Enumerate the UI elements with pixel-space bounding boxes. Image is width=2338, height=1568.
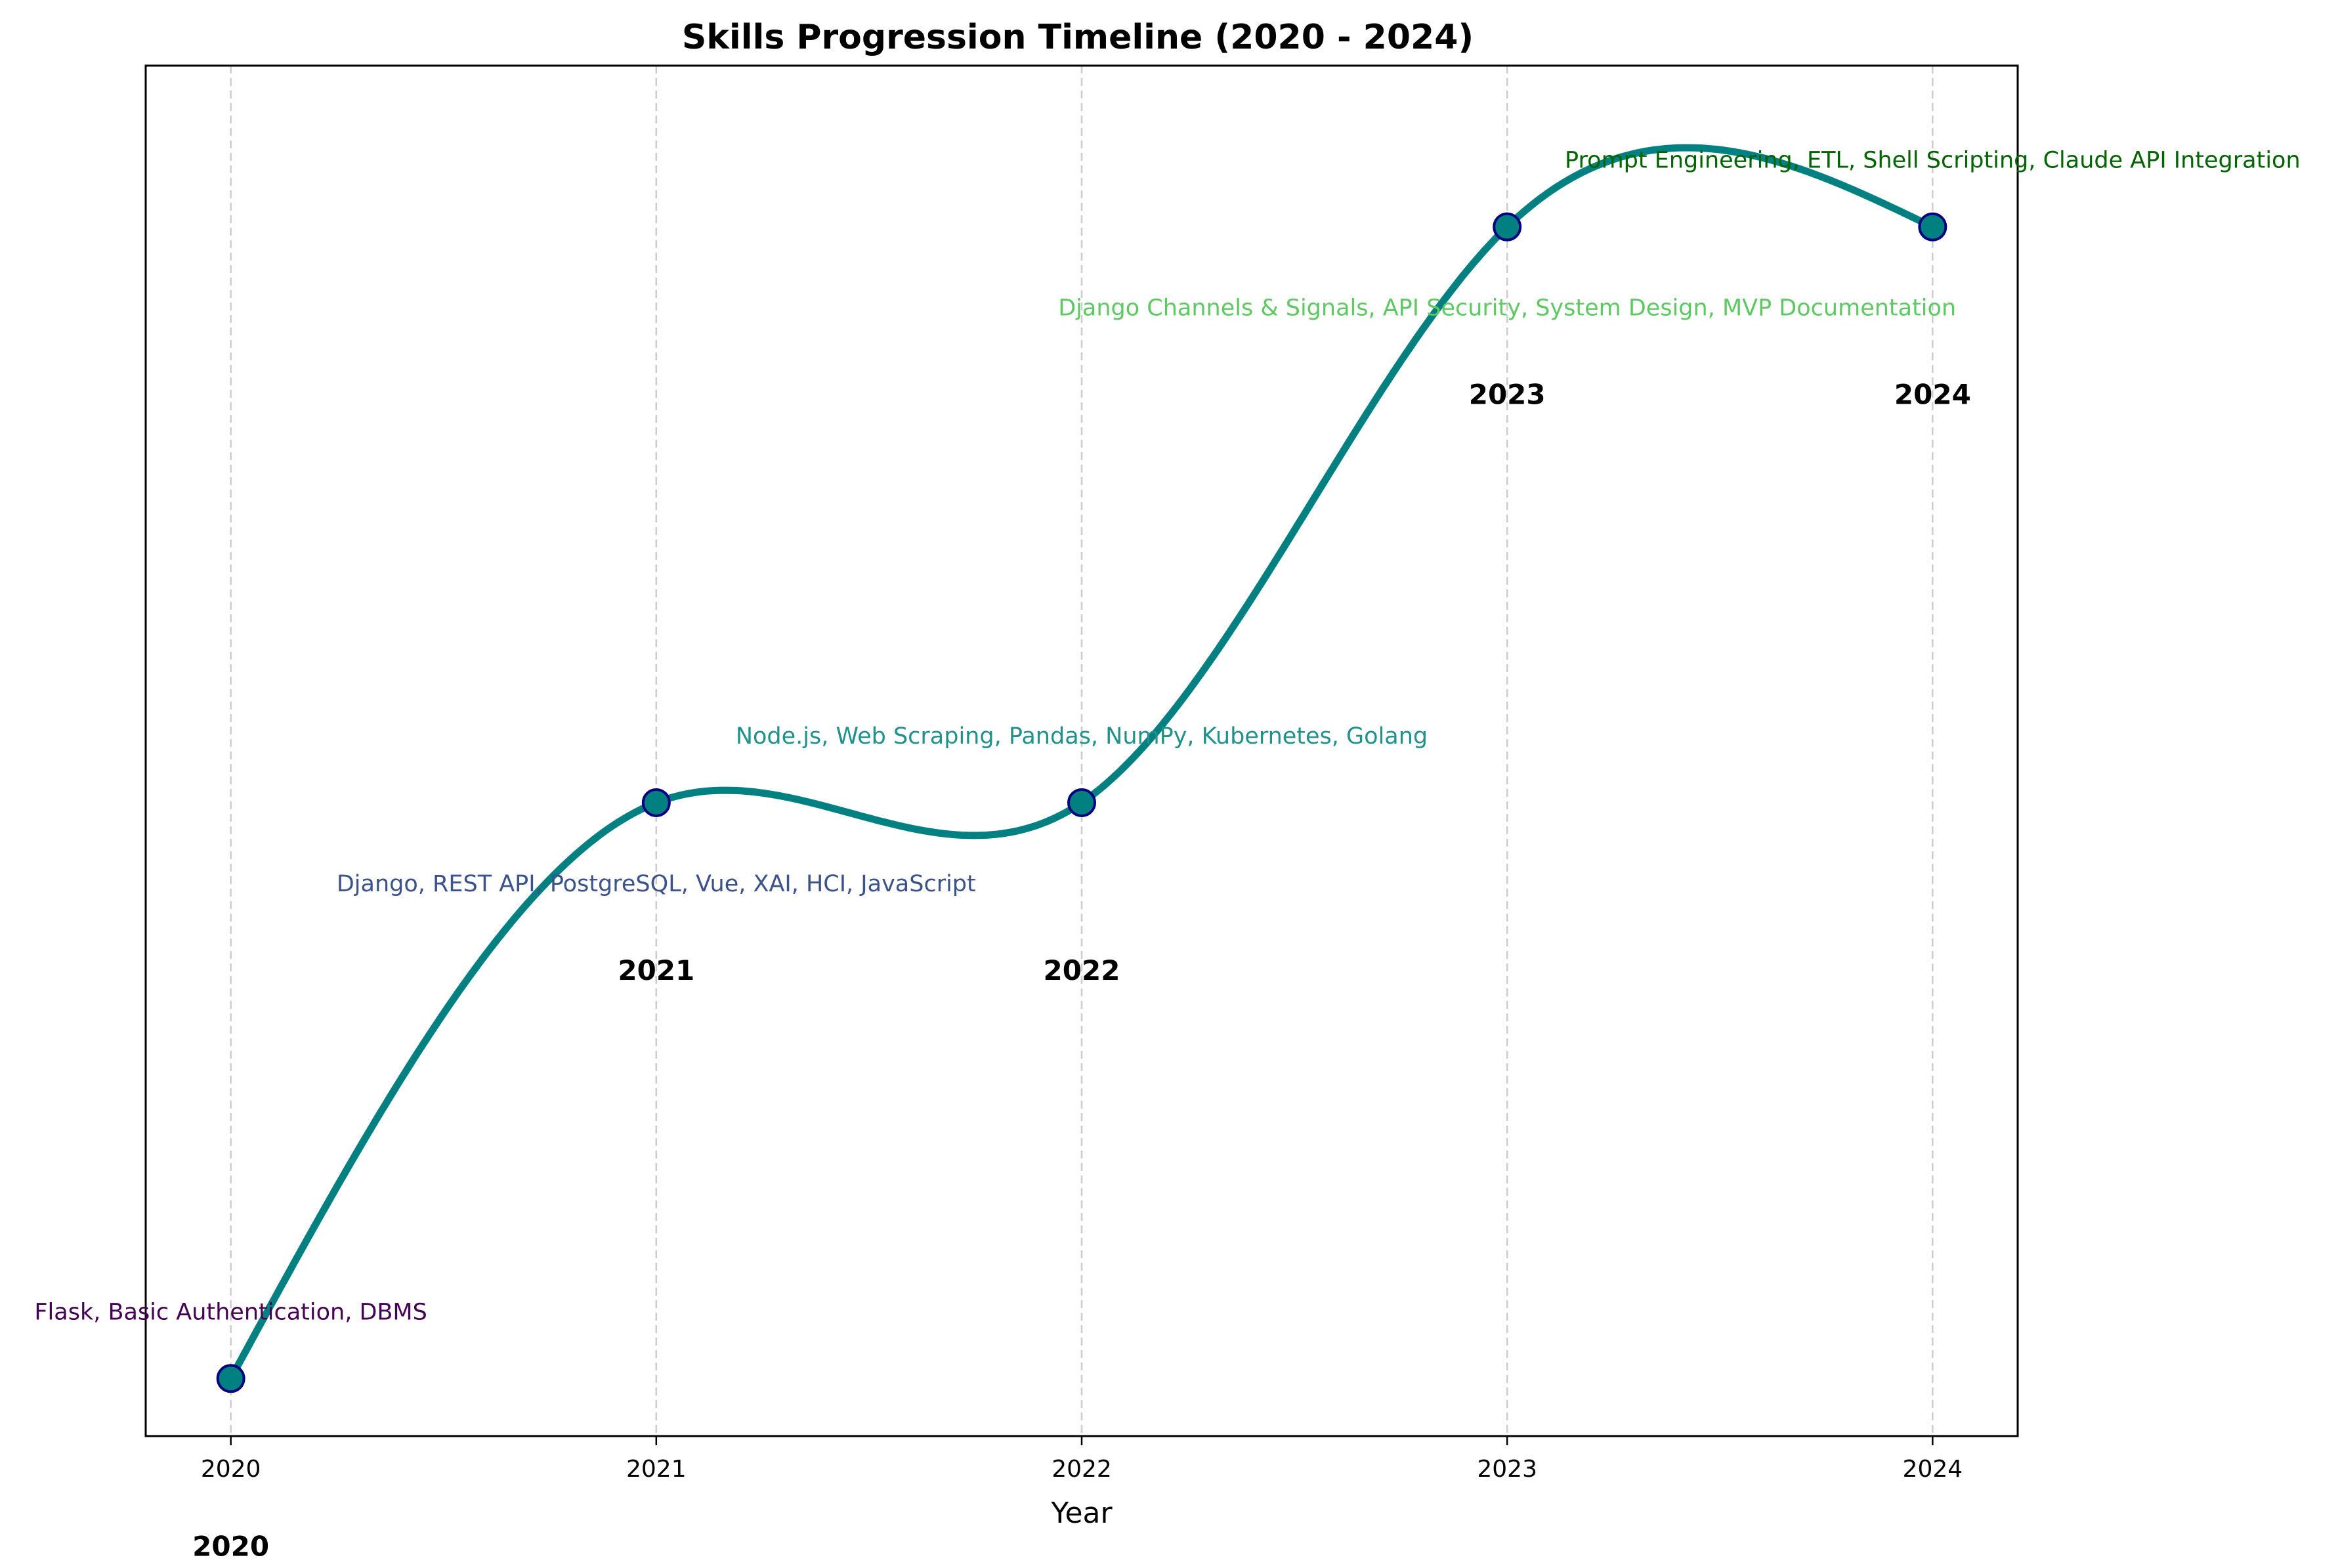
year-labels: 2020 2021 2022 2023 2024 [192, 379, 1971, 1563]
skill-annotations: Flask, Basic Authentication, DBMS Django,… [34, 148, 2300, 1326]
x-tick-label: 2021 [626, 1456, 687, 1483]
skill-annotation: Flask, Basic Authentication, DBMS [34, 1299, 427, 1325]
x-tick-label: 2022 [1052, 1456, 1112, 1483]
data-points [216, 212, 1947, 1393]
x-tick-label: 2020 [201, 1456, 261, 1483]
grid-lines [230, 66, 1934, 1436]
data-point-marker [1918, 212, 1947, 242]
skill-annotation: Node.js, Web Scraping, Pandas, NumPy, Ku… [736, 723, 1428, 750]
year-label: 2021 [618, 954, 694, 986]
year-label: 2022 [1044, 954, 1120, 986]
x-tick-label: 2024 [1903, 1456, 1963, 1483]
data-point-marker [216, 1364, 245, 1393]
data-point-marker [1067, 788, 1096, 817]
data-point-marker [1493, 212, 1522, 242]
skill-annotation: Django, REST API, PostgreSQL, Vue, XAI, … [337, 871, 976, 897]
year-label: 2020 [192, 1530, 269, 1562]
skill-annotation: Django Channels & Signals, API Security,… [1058, 295, 1956, 322]
x-axis-label: Year [1050, 1496, 1113, 1530]
year-label: 2023 [1469, 379, 1546, 411]
chart-title: Skills Progression Timeline (2020 - 2024… [682, 18, 1474, 57]
skill-annotation: Prompt Engineering, ETL, Shell Scripting… [1565, 148, 2301, 174]
year-label: 2024 [1894, 379, 1971, 411]
x-axis-ticks: 2020 2021 2022 2023 2024 [201, 1436, 1963, 1483]
data-point-marker [641, 788, 671, 817]
x-tick-label: 2023 [1477, 1456, 1537, 1483]
